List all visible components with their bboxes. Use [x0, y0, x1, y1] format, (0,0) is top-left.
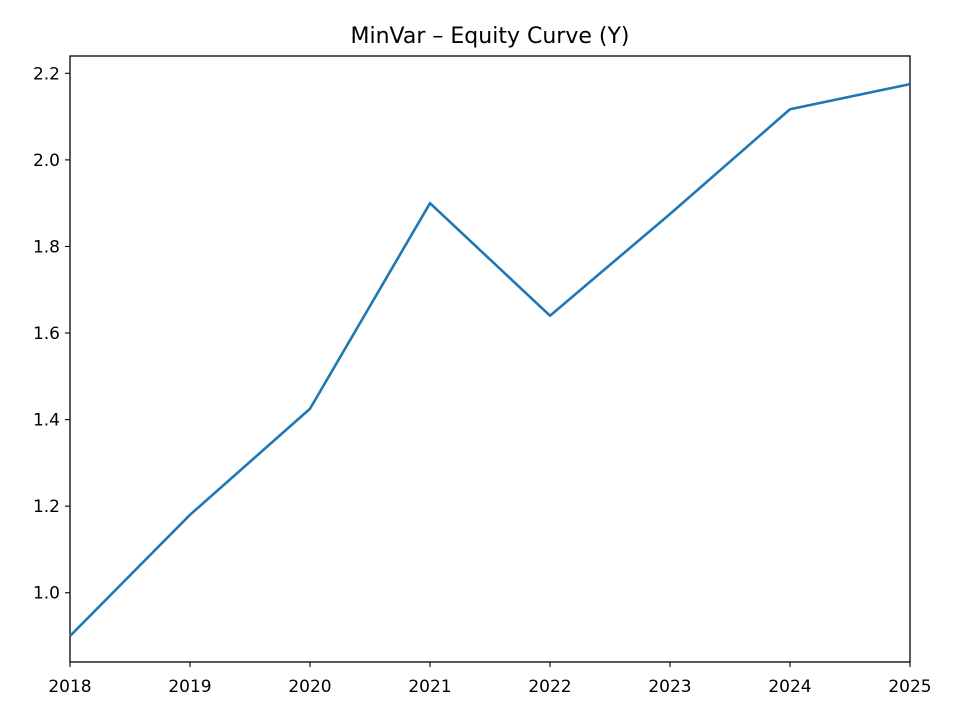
series-layer [70, 84, 910, 636]
y-tick-label: 2.0 [33, 151, 60, 171]
equity-curve-line [70, 84, 910, 636]
x-tick-label: 2019 [168, 677, 211, 697]
y-tick-label: 1.8 [33, 237, 60, 257]
x-tick-label: 2025 [888, 677, 931, 697]
chart-title: MinVar – Equity Curve (Y) [351, 24, 630, 49]
x-tick-label: 2021 [408, 677, 451, 697]
x-tick-label: 2023 [648, 677, 691, 697]
y-tick-label: 1.0 [33, 584, 60, 604]
x-tick-label: 2018 [48, 677, 91, 697]
y-tick-label: 2.2 [33, 64, 60, 84]
y-axis: 1.0 1.2 1.4 1.6 1.8 2.0 2.2 [33, 64, 70, 603]
x-tick-label: 2020 [288, 677, 331, 697]
y-tick-label: 1.6 [33, 324, 60, 344]
plot-area-frame [70, 56, 910, 662]
y-tick-label: 1.4 [33, 411, 60, 431]
x-axis: 2018 2019 2020 2021 2022 2023 2024 2025 [48, 662, 931, 697]
x-tick-label: 2024 [768, 677, 811, 697]
y-tick-label: 1.2 [33, 497, 60, 517]
x-tick-label: 2022 [528, 677, 571, 697]
